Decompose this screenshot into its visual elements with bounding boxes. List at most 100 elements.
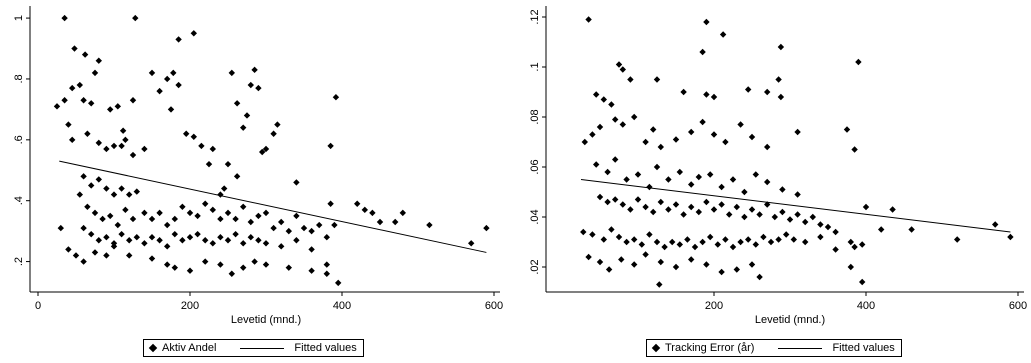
- scatter-point: [300, 224, 308, 232]
- scatter-point: [600, 96, 607, 103]
- scatter-point: [627, 206, 634, 213]
- scatter-point: [832, 228, 839, 236]
- legend-marker-icon: [651, 343, 661, 353]
- scatter-point: [95, 176, 102, 183]
- scatter-point: [596, 258, 604, 266]
- scatter-point: [718, 201, 725, 208]
- scatter-point: [247, 218, 254, 226]
- scatter-point: [95, 237, 102, 244]
- scatter-point: [786, 216, 794, 223]
- scatter-point: [118, 142, 125, 150]
- scatter-point: [604, 198, 611, 206]
- scatter-point: [164, 261, 171, 268]
- scatter-point: [688, 256, 695, 263]
- y-tick-label: .12: [529, 9, 541, 24]
- scatter-point: [76, 191, 83, 198]
- scatter-point: [156, 209, 163, 217]
- scatter-point: [777, 43, 785, 51]
- scatter-point: [612, 156, 619, 163]
- scatter-point: [262, 209, 270, 217]
- scatter-point: [680, 211, 687, 218]
- scatter-point: [141, 240, 148, 247]
- scatter-point: [95, 139, 102, 147]
- y-tick-label: .6: [13, 135, 25, 144]
- scatter-point: [175, 36, 182, 43]
- scatter-point: [81, 51, 89, 58]
- scatter-point: [802, 218, 809, 226]
- scatter-point: [164, 221, 171, 229]
- scatter-point: [691, 243, 699, 251]
- scatter-point: [171, 230, 178, 238]
- scatter-point: [726, 211, 733, 218]
- scatter-point: [703, 261, 710, 268]
- scatter-point: [748, 206, 756, 213]
- scatter-point: [672, 263, 680, 271]
- scatter-point: [783, 231, 790, 238]
- scatter-point: [661, 243, 668, 251]
- scatter-point: [802, 238, 809, 246]
- scatter-point: [361, 206, 368, 214]
- scatter-point: [53, 103, 61, 110]
- scatter-point: [262, 145, 270, 153]
- scatter-point: [764, 88, 771, 96]
- scatter-point: [722, 236, 729, 243]
- scatter-point: [703, 18, 710, 26]
- scatter-point: [198, 142, 205, 150]
- scatter-point: [129, 215, 137, 223]
- scatter-series: [580, 16, 1014, 288]
- scatter-point: [164, 75, 171, 83]
- scatter-point: [240, 203, 247, 210]
- scatter-point: [84, 130, 91, 137]
- scatter-point: [646, 231, 653, 238]
- scatter-point: [718, 183, 725, 191]
- scatter-point: [327, 200, 334, 207]
- scatter-point: [619, 201, 626, 208]
- y-tick-label: .4: [13, 196, 25, 205]
- scatter-point: [285, 264, 292, 271]
- scatter-point: [61, 14, 68, 22]
- scatter-point: [228, 69, 235, 77]
- scatter-point: [843, 126, 851, 133]
- scatter-point: [631, 261, 638, 268]
- scatter-point: [217, 261, 224, 268]
- legend-entry-scatter: Aktiv Andel: [162, 342, 217, 354]
- scatter-point: [483, 224, 490, 232]
- scatter-point: [110, 142, 118, 150]
- scatter-point: [285, 227, 292, 235]
- scatter-point: [612, 116, 619, 123]
- scatter-point: [217, 234, 224, 241]
- scatter-point: [764, 178, 771, 186]
- scatter-point: [209, 240, 216, 247]
- scatter-point: [752, 241, 759, 248]
- scatter-point: [824, 223, 832, 231]
- scatter-point: [133, 234, 140, 241]
- scatter-point: [653, 238, 661, 246]
- scatter-point: [748, 261, 756, 268]
- scatter-point: [695, 173, 702, 181]
- scatter-point: [129, 97, 137, 104]
- scatter-point: [733, 203, 740, 211]
- scatter-point: [224, 209, 232, 217]
- scatter-point: [619, 66, 626, 73]
- scatter-point: [631, 113, 638, 121]
- scatter-point: [171, 215, 178, 223]
- scatter-point: [369, 209, 376, 217]
- scatter-point: [95, 57, 102, 64]
- scatter-point: [65, 121, 72, 128]
- scatter-point: [316, 221, 323, 229]
- scatter-point: [653, 76, 661, 83]
- scatter-point: [259, 148, 266, 156]
- scatter-point: [84, 203, 91, 210]
- y-tick-label: .1: [529, 62, 541, 71]
- scatter-point: [99, 215, 106, 223]
- scatter-point: [132, 14, 139, 22]
- scatter-point: [107, 212, 114, 220]
- scatter-point: [585, 16, 592, 23]
- scatter-point: [729, 176, 737, 183]
- scatter-point: [859, 241, 866, 248]
- scatter-point: [251, 258, 258, 265]
- legend-entry-fitted: Fitted values: [294, 342, 357, 354]
- scatter-point: [202, 258, 209, 265]
- legend-line-icon: [778, 347, 823, 349]
- scatter-point: [354, 200, 361, 207]
